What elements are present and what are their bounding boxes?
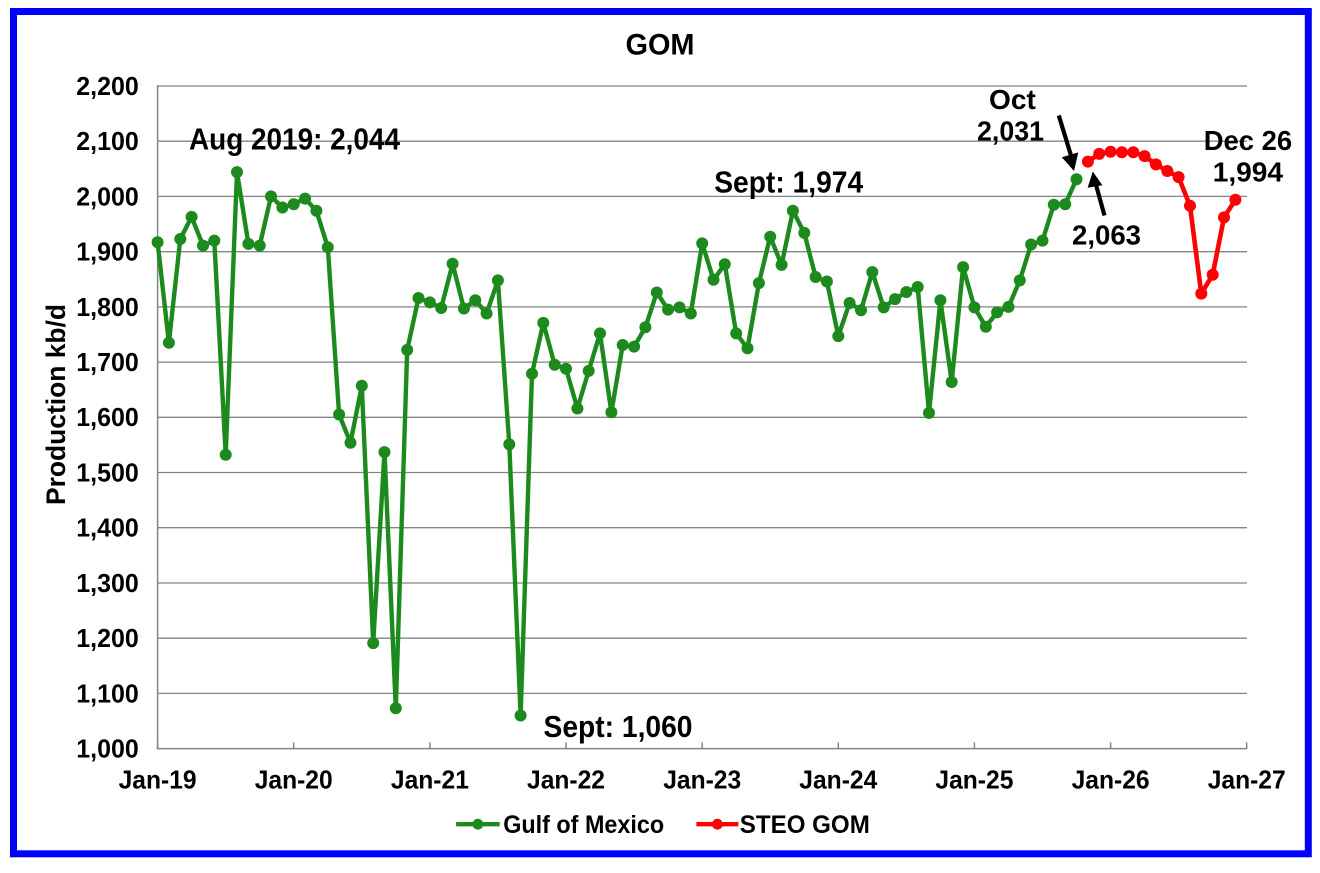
svg-text:Jan-20: Jan-20 (255, 765, 333, 795)
svg-text:1,900: 1,900 (76, 237, 139, 267)
svg-text:2,031: 2,031 (977, 115, 1044, 146)
svg-text:Dec 26: Dec 26 (1204, 125, 1292, 156)
svg-text:1,000: 1,000 (76, 734, 139, 764)
svg-text:1,800: 1,800 (76, 292, 139, 322)
svg-text:Jan-27: Jan-27 (1208, 765, 1286, 795)
svg-text:Sept: 1,060: Sept: 1,060 (544, 709, 693, 744)
svg-text:Jan-26: Jan-26 (1072, 765, 1150, 795)
svg-text:Aug 2019: 2,044: Aug 2019: 2,044 (189, 122, 401, 157)
svg-text:Gulf of Mexico: Gulf of Mexico (503, 811, 664, 839)
svg-text:Production kb/d: Production kb/d (41, 304, 71, 505)
svg-text:Jan-23: Jan-23 (663, 765, 741, 795)
svg-text:1,600: 1,600 (76, 402, 139, 432)
svg-text:2,100: 2,100 (76, 126, 139, 156)
svg-text:Jan-21: Jan-21 (391, 765, 469, 795)
svg-text:1,700: 1,700 (76, 347, 139, 377)
svg-text:Jan-25: Jan-25 (935, 765, 1013, 795)
svg-text:2,000: 2,000 (76, 181, 139, 211)
svg-text:1,300: 1,300 (76, 568, 139, 598)
svg-text:Jan-24: Jan-24 (799, 765, 878, 795)
svg-text:2,063: 2,063 (1072, 219, 1141, 250)
svg-text:1,200: 1,200 (76, 623, 139, 653)
svg-text:Jan-19: Jan-19 (119, 765, 197, 795)
svg-text:GOM: GOM (626, 29, 695, 62)
svg-text:1,994: 1,994 (1213, 156, 1284, 187)
svg-text:1,500: 1,500 (76, 457, 139, 487)
svg-text:Oct: Oct (989, 84, 1036, 115)
svg-text:STEO GOM: STEO GOM (740, 811, 870, 839)
svg-text:2,200: 2,200 (76, 71, 139, 101)
svg-text:1,100: 1,100 (76, 678, 139, 708)
svg-text:Jan-22: Jan-22 (527, 765, 605, 795)
svg-text:Sept: 1,974: Sept: 1,974 (714, 165, 864, 200)
svg-text:1,400: 1,400 (76, 513, 139, 543)
